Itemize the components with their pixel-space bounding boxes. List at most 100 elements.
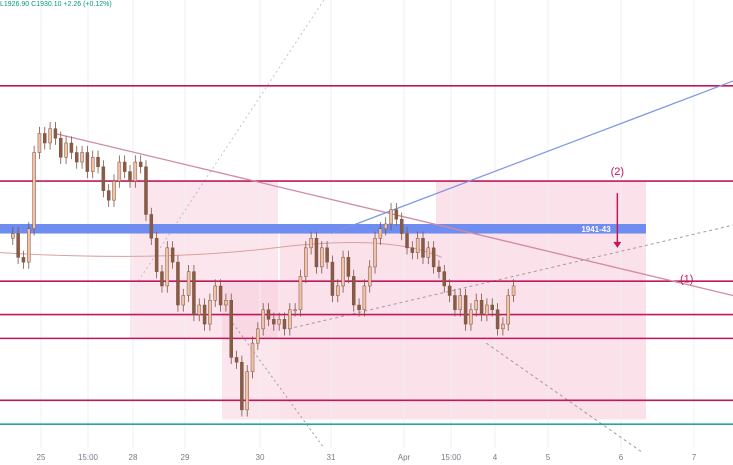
candle-body-13 xyxy=(80,152,84,163)
candle-body-67 xyxy=(367,266,372,287)
x-tick-label-7: 15:00 xyxy=(441,453,462,462)
candle-body-88 xyxy=(479,300,484,315)
x-tick-label-8: 4 xyxy=(493,453,498,462)
candle-body-27 xyxy=(154,238,159,272)
candle-body-6 xyxy=(43,133,47,144)
zone-upper xyxy=(436,181,646,224)
candle-body-35 xyxy=(197,304,201,315)
candle-body-60 xyxy=(330,261,335,296)
horizontal-levels xyxy=(0,84,733,425)
candle-body-93 xyxy=(506,295,510,325)
dotted-drop xyxy=(229,319,325,449)
candle-body-51 xyxy=(282,319,287,330)
x-tick-label-6: Apr xyxy=(398,453,411,462)
x-tick-label-9: 5 xyxy=(546,453,551,462)
candle-body-92 xyxy=(501,323,505,330)
candle-body-59 xyxy=(325,247,329,263)
candle-body-44 xyxy=(245,371,249,411)
candle-body-75 xyxy=(410,247,415,253)
candle-body-83 xyxy=(453,295,457,311)
candle-body-61 xyxy=(336,285,340,296)
candle-body-2 xyxy=(21,257,26,263)
candle-body-66 xyxy=(362,285,367,311)
candle-body-45 xyxy=(250,342,255,372)
candle-body-71 xyxy=(389,209,393,225)
candle-body-65 xyxy=(357,304,361,311)
candle-body-23 xyxy=(133,161,138,182)
candle-body-25 xyxy=(144,166,148,215)
moving-average xyxy=(0,241,442,258)
ohlc-readout: L1926.90 C1930.10 +2.26 (+0.12%) xyxy=(0,1,112,8)
candle-body-94 xyxy=(511,285,516,296)
candle-body-78 xyxy=(426,247,431,258)
candle-body-81 xyxy=(442,271,447,287)
candle-body-28 xyxy=(160,271,164,287)
candle-body-31 xyxy=(176,261,180,306)
label-1: (1) xyxy=(680,273,693,285)
x-tick-label-5: 31 xyxy=(327,453,336,462)
trendline-up xyxy=(330,80,733,235)
candle-body-85 xyxy=(463,295,468,325)
dotted-trendlines xyxy=(137,0,733,454)
candle-body-63 xyxy=(346,257,351,277)
candle-body-56 xyxy=(309,238,313,249)
candle-body-57 xyxy=(314,238,319,268)
dotted-rise xyxy=(137,0,325,282)
candle-body-86 xyxy=(469,309,473,325)
candle-body-90 xyxy=(490,304,494,311)
candle-body-55 xyxy=(304,247,308,277)
candle-body-62 xyxy=(341,257,345,287)
candle-body-20 xyxy=(117,161,122,182)
ohlc-text: L1926.90 C1930.10 +2.26 (+0.12%) xyxy=(0,1,112,8)
x-tick-label-1: 15:00 xyxy=(78,453,99,462)
label-2: (2) xyxy=(611,166,624,178)
candles xyxy=(11,122,516,417)
trendlines xyxy=(0,80,733,297)
band-label: 1941-43 xyxy=(581,225,611,234)
candle-body-33 xyxy=(186,271,191,296)
x-tick-label-0: 25 xyxy=(37,453,46,462)
candle-body-30 xyxy=(170,247,175,263)
blue-band-layer: 1941-43 xyxy=(0,224,646,234)
candle-body-17 xyxy=(101,166,106,191)
candle-body-38 xyxy=(213,285,217,301)
x-tick-label-10: 6 xyxy=(619,453,624,462)
candle-body-82 xyxy=(447,285,452,296)
candle-body-84 xyxy=(458,295,463,311)
candle-body-39 xyxy=(218,285,223,306)
candle-body-3 xyxy=(27,228,31,263)
candle-body-11 xyxy=(69,142,74,153)
candle-body-1 xyxy=(16,233,20,258)
candle-body-7 xyxy=(48,128,52,144)
candle-body-89 xyxy=(485,304,489,315)
candle-body-80 xyxy=(437,266,441,272)
candle-body-77 xyxy=(421,238,425,258)
candle-body-26 xyxy=(149,214,154,239)
dotted-up xyxy=(288,224,733,330)
candle-body-79 xyxy=(431,247,436,268)
candle-body-74 xyxy=(405,233,409,249)
x-tick-label-4: 30 xyxy=(256,453,265,462)
candle-body-34 xyxy=(192,271,196,315)
candle-body-22 xyxy=(128,171,132,182)
candle-body-15 xyxy=(90,157,95,172)
candle-body-46 xyxy=(256,328,260,344)
candle-body-16 xyxy=(96,157,100,168)
candle-body-48 xyxy=(266,309,271,320)
candle-body-50 xyxy=(277,319,281,325)
candle-body-49 xyxy=(272,319,276,325)
annotations: (2) (1) xyxy=(611,166,694,285)
candle-body-8 xyxy=(53,128,58,139)
arrow-head xyxy=(613,241,622,248)
candle-body-9 xyxy=(58,137,63,158)
candle-body-69 xyxy=(378,228,383,239)
candle-body-32 xyxy=(181,295,186,306)
candle-body-24 xyxy=(138,161,143,168)
candle-body-76 xyxy=(415,238,420,253)
x-axis: 25 15:00 28 29 30 31 Apr 15:00 4 5 6 7 xyxy=(37,453,697,462)
candle-body-14 xyxy=(85,152,90,172)
candle-body-36 xyxy=(202,304,207,325)
trendline-down xyxy=(54,132,733,297)
